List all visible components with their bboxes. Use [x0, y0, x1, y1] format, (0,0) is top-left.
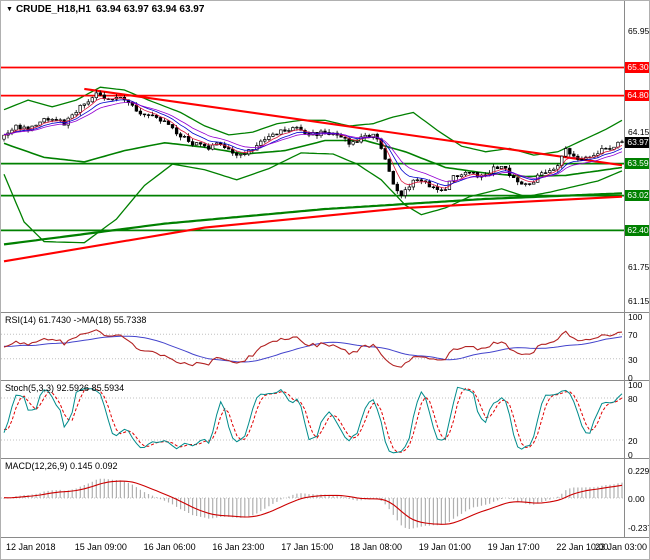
price-level-badge: 63.97 [625, 136, 649, 148]
indicator-axis-tick: 0.229 [628, 465, 650, 476]
indicator-axis-tick: 20 [628, 436, 638, 446]
time-axis-label: 22 Jan 10:00 [556, 542, 609, 552]
price-axis-tick: 65.95 [628, 26, 650, 37]
ohlc-quote: 63.94 63.97 63.94 63.97 [95, 4, 205, 15]
macd-panel-chart[interactable] [1, 459, 650, 537]
panel-separator [1, 537, 649, 538]
panel-separator [1, 458, 649, 459]
time-axis-label: 23 Jan 03:00 [594, 542, 647, 552]
time-axis-label: 19 Jan 17:00 [487, 542, 540, 552]
macd-indicator-label: MACD(12,26,9) 0.145 0.092 [5, 461, 118, 471]
price-level-badge: 63.59 [625, 158, 649, 170]
time-axis-label: 16 Jan 06:00 [143, 542, 196, 552]
time-axis-label: 18 Jan 08:00 [350, 542, 403, 552]
candlestick-chart[interactable] [1, 1, 650, 312]
indicator-axis-tick: 100 [628, 312, 643, 322]
price-axis-tick: 61.75 [628, 261, 650, 272]
rsi-indicator-label: RSI(14) 61.7430 ->MA(18) 55.7338 [5, 315, 147, 325]
price-axis-divider [624, 1, 625, 537]
price-axis-tick: 61.15 [628, 295, 650, 306]
time-axis-label: 17 Jan 15:00 [281, 542, 334, 552]
indicator-axis-tick: 0 [628, 373, 633, 383]
indicator-axis-tick: 30 [628, 354, 638, 365]
symbol-dropdown-icon[interactable]: ▼ [6, 6, 13, 13]
time-axis-label: 16 Jan 23:00 [212, 542, 265, 552]
price-level-badge: 63.02 [625, 190, 649, 202]
indicator-axis-tick: 0 [628, 450, 633, 460]
price-axis-tick: 64.15 [628, 127, 650, 138]
price-level-badge: 62.40 [625, 224, 649, 236]
time-axis-label: 15 Jan 09:00 [74, 542, 127, 552]
chart-header: ▼ CRUDE_H18,H1 63.94 63.97 63.94 63.97 [6, 4, 204, 15]
price-level-badge: 65.30 [625, 62, 649, 74]
indicator-axis-tick: 100 [628, 380, 643, 390]
price-level-badge: 64.80 [625, 90, 649, 102]
indicator-axis-tick: 70 [628, 330, 638, 341]
indicator-axis-tick: 0.00 [628, 494, 645, 504]
stochastic-panel-chart[interactable] [1, 381, 650, 458]
time-axis-label: 12 Jan 2018 [6, 542, 56, 552]
symbol-title: CRUDE_H18,H1 [15, 4, 91, 15]
indicator-axis-tick: 80 [628, 394, 638, 404]
rsi-panel-chart[interactable] [1, 313, 650, 380]
panel-separator [1, 380, 649, 381]
panel-separator [1, 312, 649, 313]
indicator-axis-tick: -0.237 [628, 523, 650, 534]
stoch-indicator-label: Stoch(5,3,3) 92.5926 85.5934 [5, 383, 125, 393]
time-axis-label: 19 Jan 01:00 [418, 542, 471, 552]
